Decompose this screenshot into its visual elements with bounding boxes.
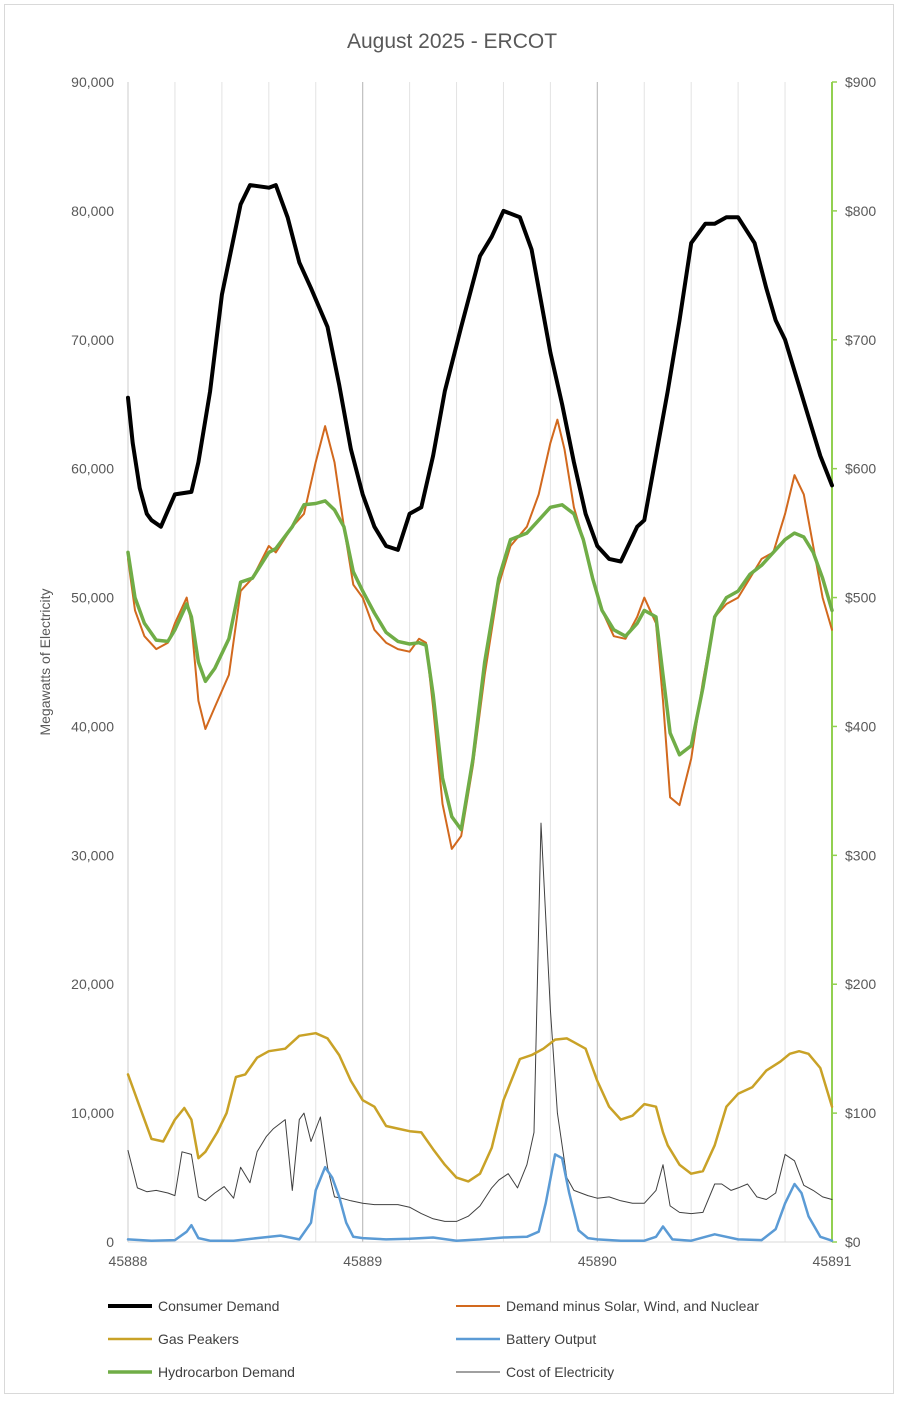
y-tick-label-left: 10,000 xyxy=(71,1105,114,1121)
series-lines xyxy=(126,183,834,1242)
y-tick-label-left: 60,000 xyxy=(71,461,114,477)
y-tick-label-right: $700 xyxy=(845,332,876,348)
y-tick-label-right: $200 xyxy=(845,976,876,992)
y-tick-label-left: 70,000 xyxy=(71,332,114,348)
x-tick-label: 45890 xyxy=(578,1253,617,1269)
y-tick-label-right: $0 xyxy=(845,1234,861,1250)
y-tick-label-right: $300 xyxy=(845,847,876,863)
y-tick-label-right: $600 xyxy=(845,461,876,477)
legend-label: Demand minus Solar, Wind, and Nuclear xyxy=(506,1298,759,1314)
y-tick-label-right: $500 xyxy=(845,590,876,606)
legend-label: Cost of Electricity xyxy=(506,1364,614,1380)
legend-label: Gas Peakers xyxy=(158,1331,239,1347)
y-tick-label-left: 90,000 xyxy=(71,74,114,90)
axes xyxy=(127,82,833,1243)
y-tick-label-right: $100 xyxy=(845,1105,876,1121)
y-tick-label-left: 80,000 xyxy=(71,203,114,219)
series-line-gas-peakers xyxy=(126,1031,834,1183)
y-tick-label-left: 20,000 xyxy=(71,976,114,992)
tick-labels: 0 10,000 20,000 30,000 40,000 50,000 60,000 70,… xyxy=(71,74,876,1269)
x-tick-label: 45891 xyxy=(813,1253,852,1269)
series-line-hydrocarbon-demand xyxy=(126,499,834,832)
x-tick-label: 45888 xyxy=(109,1253,148,1269)
chart-title: August 2025 - ERCOT xyxy=(347,30,557,53)
x-tick-label: 45889 xyxy=(343,1253,382,1269)
legend-label: Consumer Demand xyxy=(158,1298,279,1314)
series-line-battery-output xyxy=(126,1153,834,1242)
y-tick-label-right: $800 xyxy=(845,203,876,219)
legend-label: Hydrocarbon Demand xyxy=(158,1364,295,1380)
chart-frame xyxy=(4,4,894,1394)
series-line-consumer-demand xyxy=(126,183,834,564)
series-line-demand-minus-solar-wind-and-nuclear xyxy=(127,418,833,850)
legend-label: Battery Output xyxy=(506,1331,596,1347)
y-tick-label-right: $400 xyxy=(845,718,876,734)
legend: Consumer Demand Demand minus Solar, Wind,… xyxy=(108,1298,759,1380)
y-tick-label-left: 50,000 xyxy=(71,590,114,606)
y-tick-label-left: 30,000 xyxy=(71,847,114,863)
y-tick-label-left: 40,000 xyxy=(71,718,114,734)
series-line-cost-of-electricity xyxy=(127,822,833,1222)
y-tick-label-left: 0 xyxy=(106,1234,114,1250)
y-tick-label-right: $900 xyxy=(845,74,876,90)
y-axis-title: Megawatts of Electricity xyxy=(37,588,53,735)
